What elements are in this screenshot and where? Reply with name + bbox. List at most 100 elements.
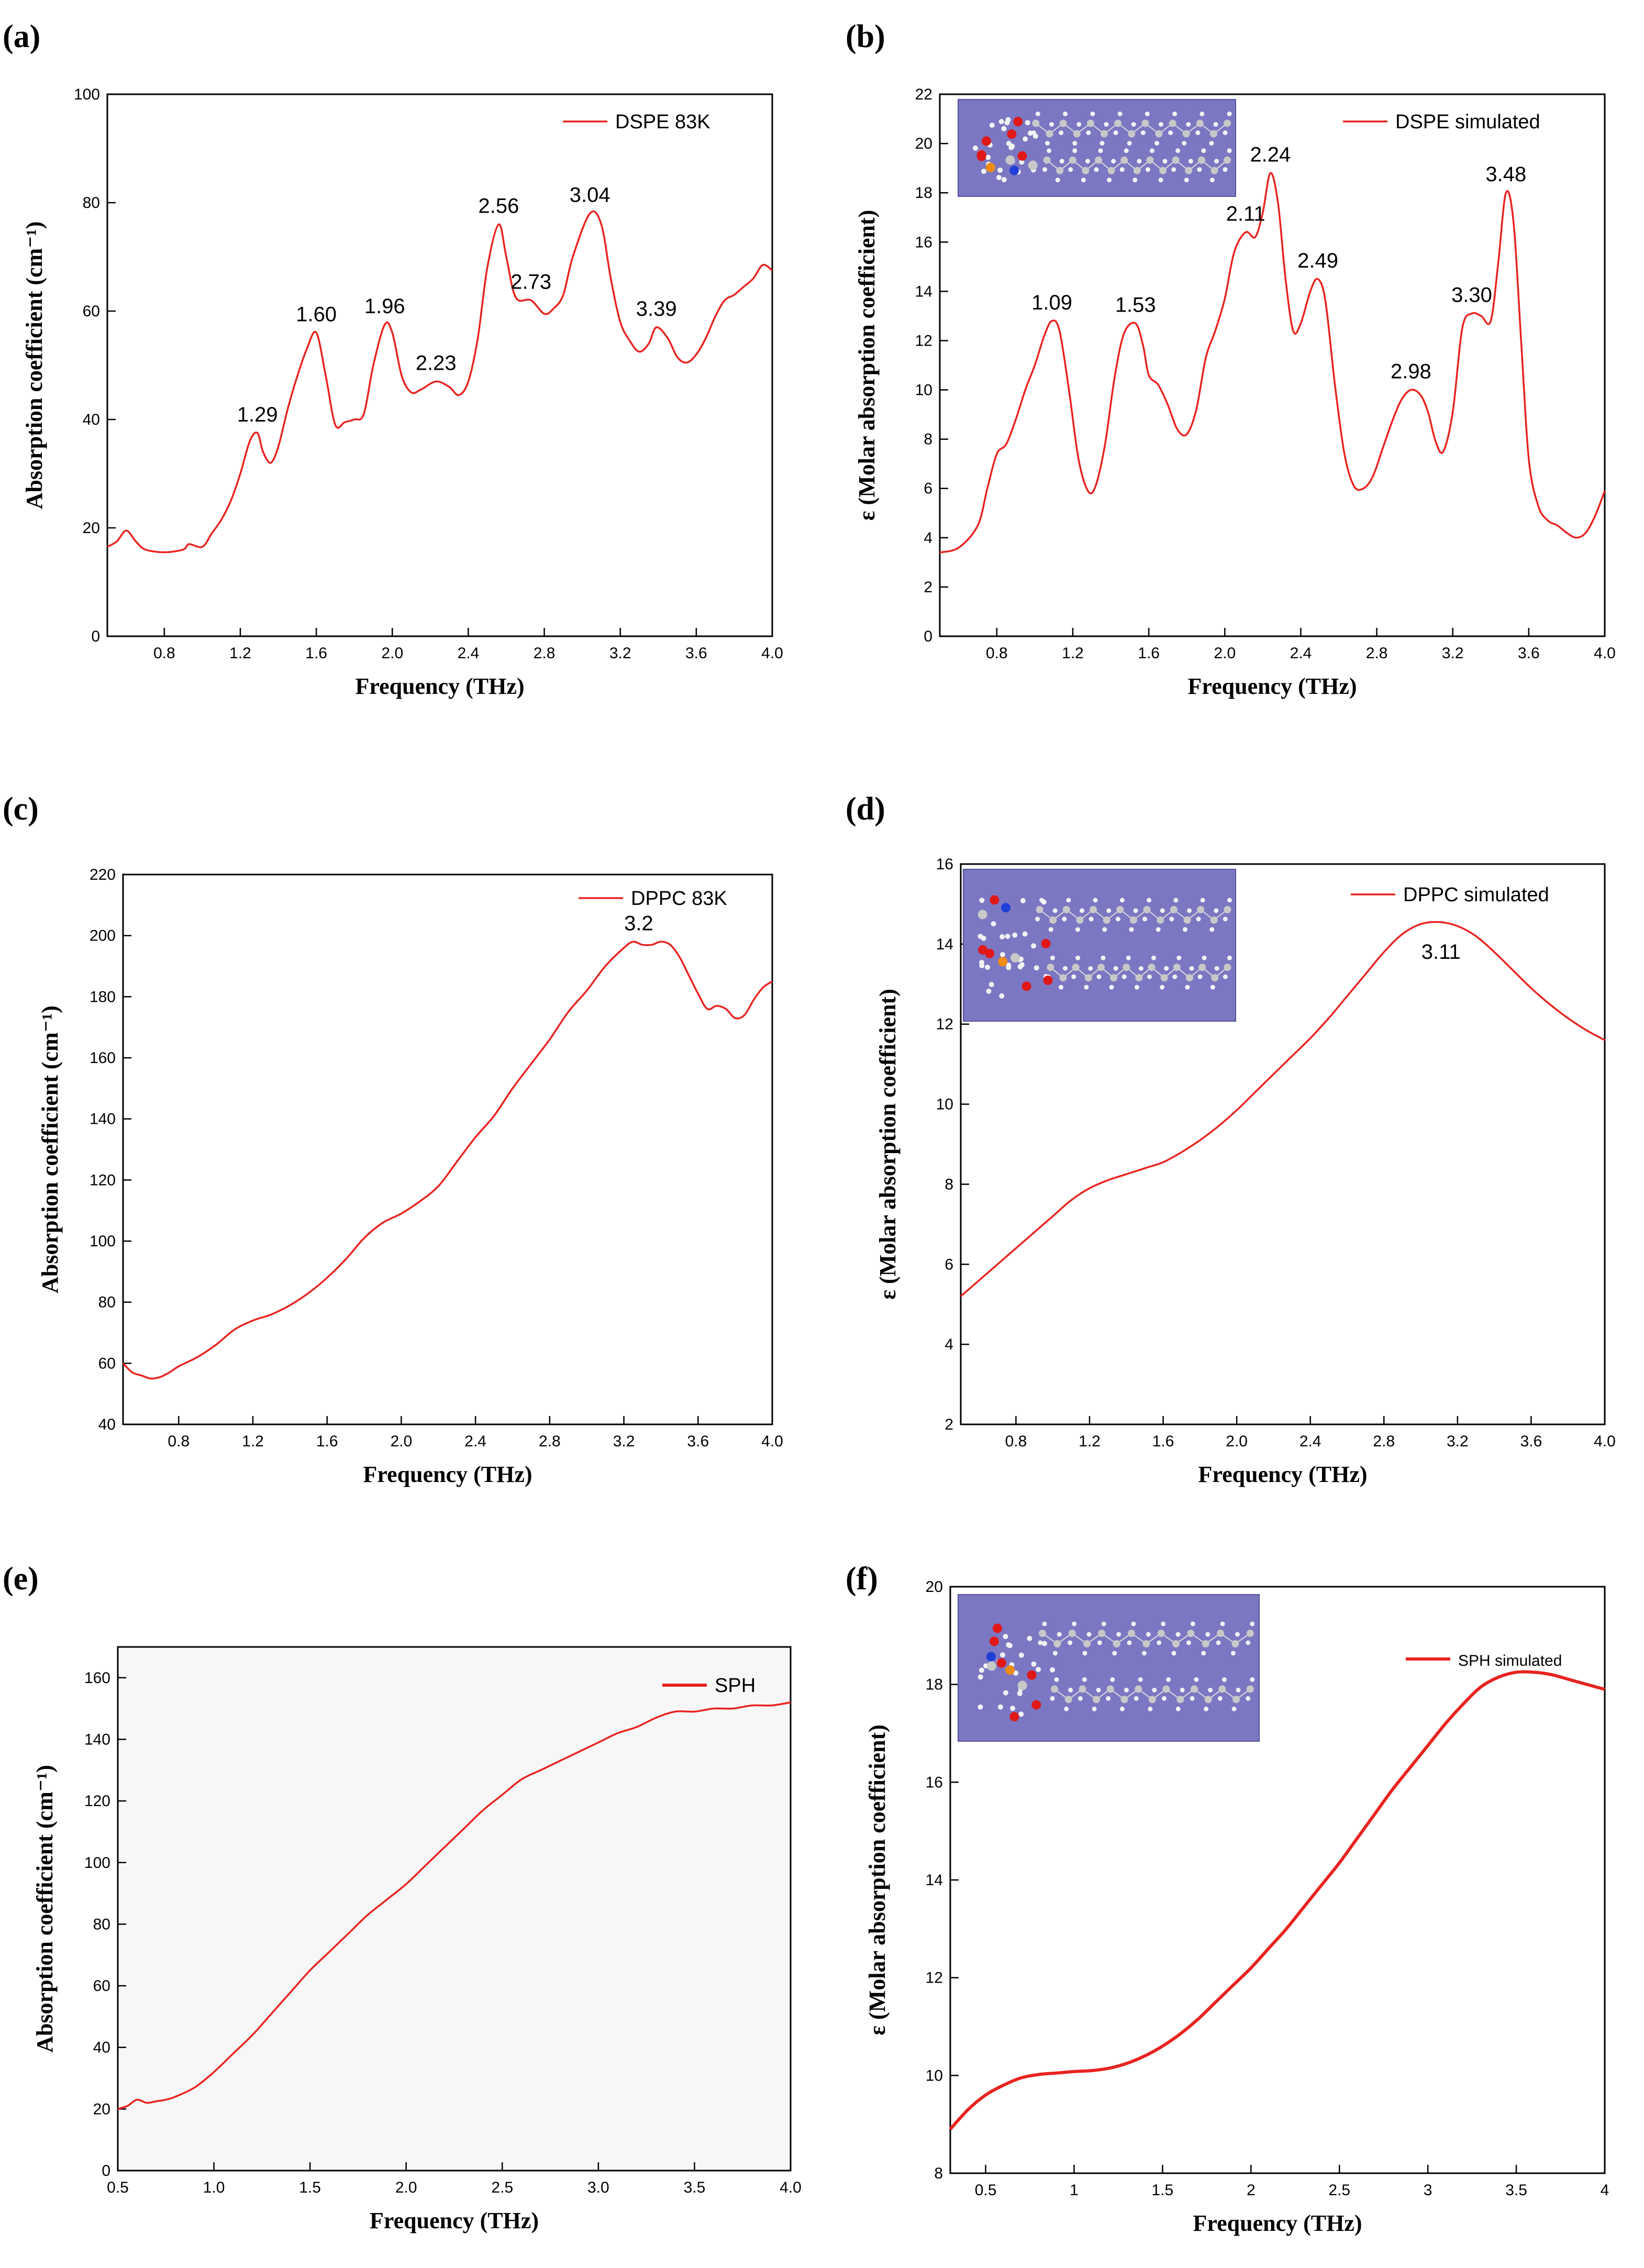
peak-label: 3.48 xyxy=(1485,163,1526,186)
molecule-atom xyxy=(1224,906,1231,913)
series-line xyxy=(117,1701,791,2110)
molecule-atom xyxy=(1183,916,1191,924)
molecule-atom xyxy=(1088,916,1094,922)
molecule-atom xyxy=(1078,1696,1083,1701)
x-tick-label: 0.8 xyxy=(1005,1433,1027,1450)
molecule-atom xyxy=(1235,1632,1240,1637)
legend-label: DSPE 83K xyxy=(615,111,710,133)
y-tick-label: 120 xyxy=(90,1171,116,1189)
molecule-atom xyxy=(996,1658,1006,1668)
molecule-atom xyxy=(981,169,987,174)
y-tick-label: 60 xyxy=(93,1977,110,1995)
molecule-atom xyxy=(1054,1677,1059,1682)
peak-label: 2.98 xyxy=(1391,360,1431,383)
molecule-atom xyxy=(1086,130,1091,135)
molecule-atom xyxy=(1202,1640,1209,1647)
molecule-atom xyxy=(1017,1680,1027,1690)
molecule-atom xyxy=(1090,112,1095,116)
y-tick-label: 20 xyxy=(915,135,932,152)
x-tick-label: 4.0 xyxy=(761,1433,783,1450)
molecule-atom xyxy=(1223,916,1228,922)
molecule-atom xyxy=(1164,966,1169,971)
molecule-atom xyxy=(1182,141,1187,146)
x-axis-label: Frequency (THz) xyxy=(355,673,524,699)
peak-label: 1.09 xyxy=(1031,291,1072,314)
molecule-atom xyxy=(1043,156,1051,164)
molecule-atom xyxy=(1134,1696,1139,1701)
molecule-atom xyxy=(1022,931,1028,937)
molecule-atom xyxy=(1175,1706,1181,1711)
molecule-atom xyxy=(1129,927,1134,932)
x-tick-label: 2.4 xyxy=(464,1433,486,1450)
molecule-atom xyxy=(1156,927,1161,932)
legend-label: SPH xyxy=(715,1675,756,1697)
molecule-atom xyxy=(1032,133,1038,139)
molecule-atom xyxy=(1209,927,1215,932)
x-tick-label: 4.0 xyxy=(1594,645,1616,662)
molecule-atom xyxy=(1072,1621,1077,1627)
molecule-atom xyxy=(1246,1640,1251,1645)
molecule-atom xyxy=(1160,984,1165,990)
molecule-atom xyxy=(1006,1642,1012,1647)
molecule-atom xyxy=(1005,155,1015,165)
molecule-atom xyxy=(1227,955,1232,960)
molecule-atom xyxy=(985,162,995,172)
molecule-atom xyxy=(1151,955,1157,960)
molecule-atom xyxy=(1041,938,1051,948)
y-tick-label: 80 xyxy=(93,1916,110,1933)
x-tick-label: 1.6 xyxy=(316,1433,338,1450)
x-tick-label: 1.6 xyxy=(1152,1433,1174,1450)
molecule-atom xyxy=(1112,1651,1117,1656)
molecule-atom xyxy=(1197,974,1203,979)
x-axis-label: Frequency (THz) xyxy=(1198,1462,1367,1487)
molecule-atom xyxy=(1079,1685,1086,1693)
peak-label: 1.53 xyxy=(1115,294,1156,317)
x-tick-label: 3.6 xyxy=(1520,1433,1542,1450)
y-tick-label: 12 xyxy=(926,1970,943,1987)
molecule-atom xyxy=(1104,122,1109,127)
molecule-atom xyxy=(1137,159,1142,164)
molecule-atom xyxy=(1148,964,1156,971)
x-tick-label: 3.2 xyxy=(609,645,631,662)
molecule-inset-background xyxy=(958,99,1236,197)
molecule-atom xyxy=(1010,1706,1016,1711)
molecule-atom xyxy=(1093,898,1098,903)
molecule-inset xyxy=(963,869,1236,1022)
molecule-atom xyxy=(1006,965,1012,970)
molecule-atom xyxy=(1162,1696,1167,1701)
molecule-atom xyxy=(1059,119,1067,127)
molecule-atom xyxy=(1185,974,1193,982)
molecule-atom xyxy=(986,1652,996,1662)
molecule-atom xyxy=(1236,1687,1241,1692)
molecule-atom xyxy=(1157,1630,1165,1637)
molecule-atom xyxy=(1227,148,1232,153)
molecule-atom xyxy=(1116,906,1124,913)
chart-panel-d: (d) 0.8 1.2 1.6 2.0 2.4 2.8 3.2 3.6 4.0 2 4 6 8 10 12 14… xyxy=(846,791,1616,1487)
molecule-atom xyxy=(1213,122,1218,127)
x-tick-label: 3 xyxy=(1424,2182,1432,2199)
y-tick-label: 80 xyxy=(83,194,100,212)
molecule-atom xyxy=(1009,165,1019,175)
molecule-atom xyxy=(1216,1640,1221,1645)
molecule-atom xyxy=(1224,156,1231,164)
molecule-atom xyxy=(1127,1640,1132,1645)
y-tick-label: 4 xyxy=(924,529,932,547)
molecule-atom xyxy=(1158,122,1163,127)
molecule-atom xyxy=(1031,1661,1037,1667)
x-tick-label: 4.0 xyxy=(780,2179,802,2196)
molecule-atom xyxy=(1130,916,1137,924)
molecule-atom xyxy=(1201,148,1206,153)
y-tick-label: 10 xyxy=(936,1096,953,1113)
molecule-atom xyxy=(1217,1696,1223,1701)
molecule-atom xyxy=(1208,1687,1213,1692)
x-tick-label: 4.0 xyxy=(1594,1433,1616,1450)
molecule-atom xyxy=(977,1674,983,1680)
molecule-atom xyxy=(1246,1630,1254,1637)
molecule-atom xyxy=(992,1623,1002,1633)
molecule-atom xyxy=(1099,141,1105,146)
molecule-atom xyxy=(1046,130,1053,138)
molecule-atom xyxy=(1079,908,1084,913)
y-tick-label: 18 xyxy=(915,184,932,202)
molecule-atom xyxy=(1021,981,1031,991)
